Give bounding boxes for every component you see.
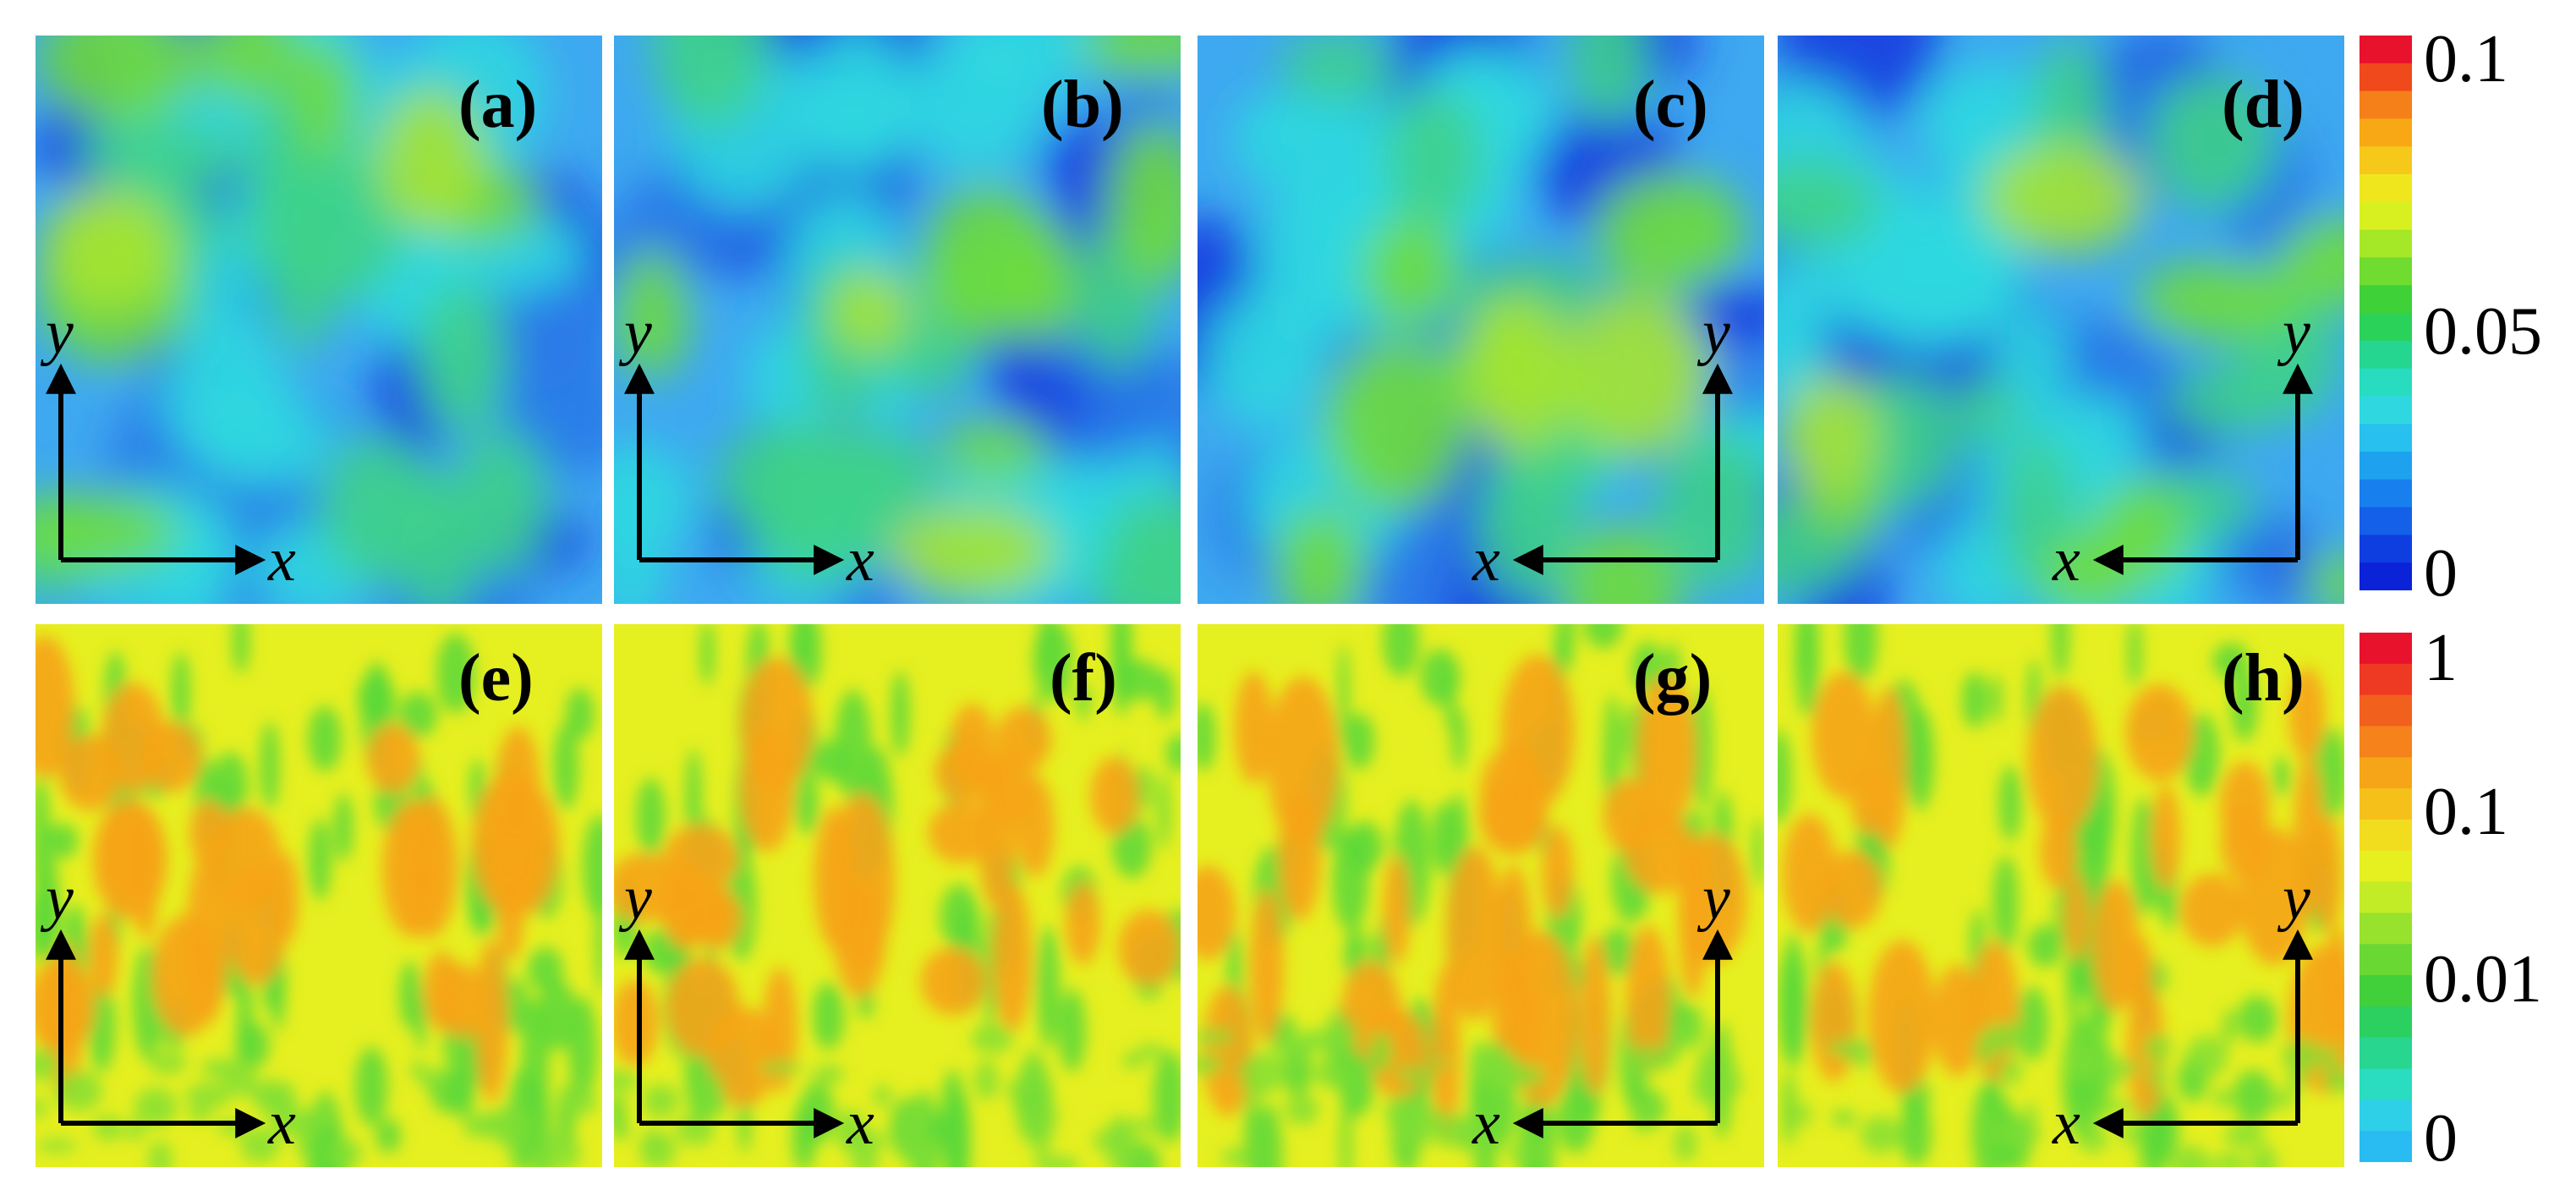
colorbar-top-band xyxy=(2360,174,2412,203)
field-map-f xyxy=(614,624,1181,1167)
colorbar-top-band xyxy=(2360,340,2412,370)
colorbar-top-band xyxy=(2360,63,2412,92)
colorbar-bottom-scale xyxy=(2360,633,2412,1163)
panel-label-f: (f) xyxy=(1050,641,1117,716)
colorbar-top-band xyxy=(2360,201,2412,231)
panel-label-h: (h) xyxy=(2222,641,2305,716)
colorbar-top-band xyxy=(2360,479,2412,508)
colorbar-bottom-band xyxy=(2360,1068,2412,1100)
panel-label-e: (e) xyxy=(458,641,534,716)
colorbar-top-scale xyxy=(2360,36,2412,591)
colorbar-top-band xyxy=(2360,396,2412,425)
colorbar-bottom-band xyxy=(2360,694,2412,727)
colorbar-bottom-band xyxy=(2360,788,2412,820)
colorbar-bottom-band xyxy=(2360,633,2412,665)
field-map-a xyxy=(36,36,602,604)
colorbar-top-tick-max: 0.1 xyxy=(2424,22,2508,96)
panel-label-a: (a) xyxy=(458,68,538,142)
colorbar-bottom-band xyxy=(2360,975,2412,1007)
field-map-c xyxy=(1198,36,1764,604)
colorbar-top-band xyxy=(2360,368,2412,397)
panel-label-g: (g) xyxy=(1633,641,1713,716)
colorbar-bottom-band xyxy=(2360,663,2412,696)
colorbar-bottom-band xyxy=(2360,881,2412,914)
colorbar-top-band xyxy=(2360,535,2412,563)
field-map-h xyxy=(1778,624,2344,1167)
colorbar-bottom-tick-0.01: 0.01 xyxy=(2424,942,2542,1017)
colorbar-top-tick-min: 0 xyxy=(2424,536,2458,611)
colorbar-top-band xyxy=(2360,118,2412,147)
colorbar-bottom-band xyxy=(2360,1037,2412,1070)
colorbar-bottom-band xyxy=(2360,1131,2412,1163)
colorbar-bottom-tick-0.1: 0.1 xyxy=(2424,775,2508,849)
colorbar-top-band xyxy=(2360,146,2412,175)
colorbar-bottom-tick-0: 0 xyxy=(2424,1101,2458,1176)
colorbar-bottom-band xyxy=(2360,913,2412,945)
colorbar-bottom-band xyxy=(2360,1006,2412,1039)
colorbar-top-band xyxy=(2360,257,2412,286)
colorbar-top-band xyxy=(2360,452,2412,480)
field-map-e xyxy=(36,624,602,1167)
colorbar-top-band xyxy=(2360,424,2412,452)
colorbar-top-band xyxy=(2360,507,2412,535)
colorbar-bottom-band xyxy=(2360,1100,2412,1132)
colorbar-bottom-band xyxy=(2360,850,2412,883)
colorbar-top-tick-mid: 0.05 xyxy=(2424,294,2542,369)
colorbar-top-band xyxy=(2360,285,2412,314)
colorbar-top-band xyxy=(2360,36,2412,64)
panel-label-c: (c) xyxy=(1633,68,1708,142)
colorbar-bottom-band xyxy=(2360,819,2412,852)
colorbar-bottom-band xyxy=(2360,944,2412,976)
colorbar-top-band xyxy=(2360,90,2412,119)
colorbar-bottom-band xyxy=(2360,726,2412,758)
field-map-g xyxy=(1198,624,1764,1167)
colorbar-bottom xyxy=(2360,633,2412,1163)
colorbar-top-band xyxy=(2360,313,2412,342)
colorbar-top xyxy=(2360,36,2412,591)
field-map-b xyxy=(614,36,1181,604)
panel-label-d: (d) xyxy=(2222,68,2305,142)
colorbar-bottom-tick-1: 1 xyxy=(2424,621,2458,695)
colorbar-top-band xyxy=(2360,562,2412,591)
colorbar-top-band xyxy=(2360,229,2412,258)
colorbar-bottom-band xyxy=(2360,757,2412,789)
panel-label-b: (b) xyxy=(1041,68,1124,142)
